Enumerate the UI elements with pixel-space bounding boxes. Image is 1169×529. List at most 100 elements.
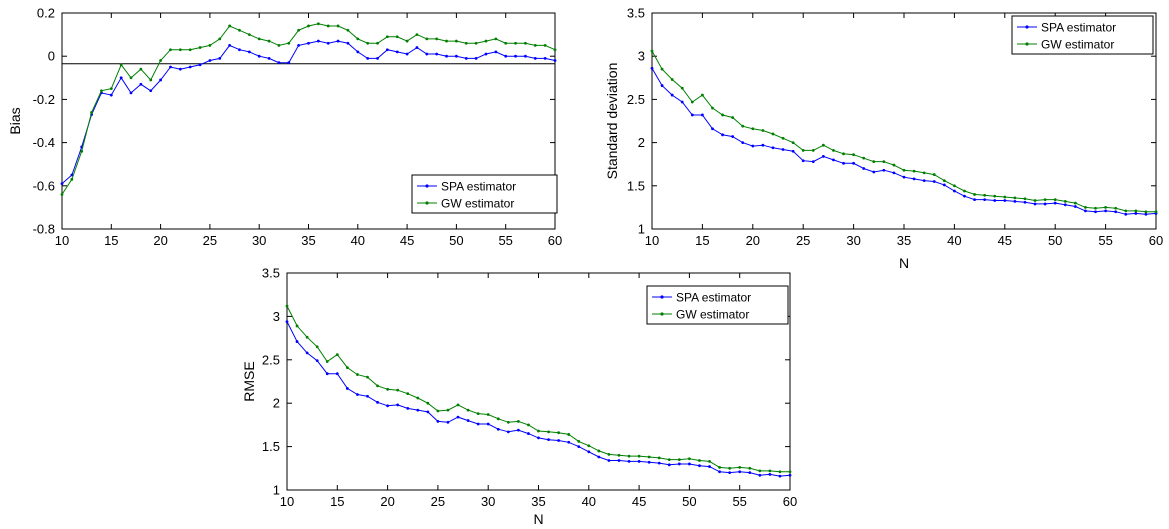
- data-point: [553, 59, 557, 62]
- data-point: [376, 400, 379, 404]
- data-point: [486, 422, 490, 426]
- y-tick-label: 1: [273, 483, 280, 498]
- data-point: [872, 170, 876, 174]
- data-point: [741, 124, 745, 128]
- data-point: [963, 189, 966, 193]
- data-point: [356, 37, 360, 41]
- data-point: [533, 56, 537, 60]
- data-point: [119, 63, 123, 67]
- data-point: [771, 132, 775, 136]
- data-point: [285, 304, 289, 308]
- data-point: [547, 438, 550, 442]
- data-point: [494, 37, 498, 41]
- data-point: [496, 417, 500, 421]
- data-point: [557, 431, 561, 435]
- data-point: [637, 459, 641, 463]
- data-point: [701, 93, 704, 97]
- data-point: [1114, 206, 1118, 210]
- data-point: [637, 454, 641, 458]
- y-axis-label: RMSE: [241, 361, 257, 401]
- data-point: [932, 173, 936, 176]
- data-point: [791, 141, 795, 145]
- data-point: [543, 56, 547, 60]
- data-point: [788, 470, 792, 474]
- data-point: [1033, 199, 1037, 202]
- data-point: [1084, 209, 1087, 213]
- data-point: [159, 59, 163, 62]
- data-point: [336, 39, 340, 43]
- data-point: [912, 169, 916, 173]
- legend-marker: [660, 295, 664, 299]
- legend-marker: [1025, 42, 1029, 46]
- data-point: [109, 93, 113, 97]
- data-point: [366, 394, 369, 398]
- data-point: [1053, 201, 1057, 205]
- data-point: [872, 160, 876, 164]
- data-point: [435, 37, 439, 41]
- data-point: [524, 54, 527, 58]
- data-point: [718, 466, 721, 469]
- data-point: [751, 127, 755, 131]
- x-tick-label: 20: [153, 233, 167, 248]
- data-point: [942, 183, 946, 187]
- data-point: [396, 403, 400, 407]
- data-point: [973, 193, 976, 196]
- data-point: [1053, 198, 1057, 202]
- data-point: [474, 41, 478, 45]
- data-point: [973, 198, 976, 202]
- data-point: [435, 52, 439, 56]
- data-point: [698, 459, 701, 462]
- data-point: [1154, 210, 1158, 214]
- data-point: [198, 46, 202, 49]
- x-tick-label: 10: [55, 233, 69, 248]
- data-point: [514, 54, 517, 58]
- legend-box: [411, 174, 558, 214]
- data-point: [277, 61, 281, 65]
- data-point: [768, 469, 772, 473]
- data-point: [688, 462, 691, 466]
- data-point: [484, 39, 488, 43]
- data-point: [892, 171, 896, 175]
- data-point: [395, 35, 399, 39]
- chart-std: 10 15 20 25 30 35 40 45 50 55 60 1 1.5 2 2.5 3 3.5 Standa…: [604, 6, 1163, 272]
- data-point: [267, 56, 271, 60]
- data-point: [178, 67, 182, 71]
- data-point: [415, 46, 419, 49]
- data-point: [376, 56, 379, 60]
- data-point: [486, 413, 490, 416]
- x-tick-label: 45: [632, 494, 646, 509]
- x-tick-label: 30: [846, 233, 860, 248]
- data-point: [902, 175, 906, 179]
- data-point: [832, 158, 835, 162]
- data-point: [811, 160, 815, 164]
- data-point: [178, 48, 182, 52]
- y-tick-label: -0.6: [33, 178, 55, 193]
- data-point: [882, 168, 886, 172]
- data-point: [208, 44, 212, 47]
- data-point: [466, 419, 470, 422]
- data-point: [425, 52, 429, 56]
- data-point: [346, 41, 350, 45]
- data-point: [698, 464, 701, 468]
- data-point: [386, 387, 389, 391]
- data-point: [238, 28, 241, 32]
- y-tick-label: -0.8: [33, 222, 55, 237]
- data-point: [139, 82, 143, 86]
- data-point: [567, 433, 571, 436]
- data-point: [1073, 201, 1077, 205]
- data-point: [326, 41, 330, 45]
- data-point: [257, 37, 261, 41]
- x-tick-label: 40: [947, 233, 961, 248]
- data-point: [1094, 210, 1097, 214]
- data-point: [516, 428, 520, 432]
- y-tick-label: 1: [638, 222, 645, 237]
- data-point: [711, 106, 714, 110]
- data-point: [1104, 206, 1107, 209]
- data-point: [496, 427, 500, 431]
- data-point: [902, 168, 906, 172]
- x-tick-label: 55: [498, 233, 512, 248]
- data-point: [527, 432, 530, 435]
- data-point: [537, 436, 540, 440]
- y-tick-label: 2: [273, 396, 280, 411]
